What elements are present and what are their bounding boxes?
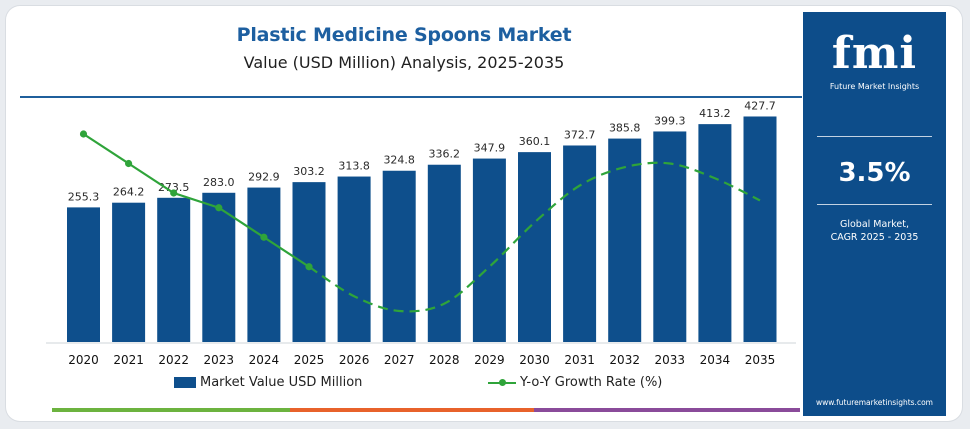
bar (608, 138, 642, 342)
header-divider (20, 96, 802, 98)
growth-point (305, 263, 313, 271)
bar-value-label: 273.5 (158, 181, 190, 194)
bar (247, 187, 281, 342)
bar-value-label: 324.8 (383, 154, 415, 167)
x-tick-label: 2021 (113, 353, 144, 367)
growth-point (215, 204, 223, 212)
chart-subtitle: Value (USD Million) Analysis, 2025-2035 (243, 53, 565, 72)
x-tick-label: 2034 (700, 353, 731, 367)
bar-value-label: 427.7 (744, 99, 776, 112)
bar-value-label: 347.9 (474, 142, 506, 155)
x-tick-label: 2022 (158, 353, 189, 367)
bar (427, 164, 461, 342)
bar-value-label: 264.2 (113, 186, 145, 199)
x-tick-label: 2025 (294, 353, 325, 367)
side-panel: fmi Future Market Insights 3.5% Global M… (803, 12, 946, 416)
x-tick-label: 2030 (519, 353, 550, 367)
side-divider-top (817, 136, 932, 137)
bar (518, 152, 551, 342)
bar (157, 197, 191, 342)
growth-line-solid (82, 133, 310, 268)
growth-point (125, 159, 133, 168)
website-link[interactable]: www.futuremarketinsights.com (816, 398, 933, 407)
bar (563, 145, 597, 342)
bar (472, 158, 506, 342)
cagr-value: 3.5% (838, 158, 911, 188)
bar (743, 116, 777, 343)
bar-value-label: 255.3 (68, 190, 100, 203)
bar-value-label: 399.3 (654, 114, 686, 127)
bar (112, 202, 146, 342)
x-tick-label: 2031 (564, 353, 595, 367)
x-tick-label: 2029 (474, 353, 505, 367)
bar-value-label: 372.7 (564, 128, 596, 141)
x-tick-label: 2027 (384, 353, 415, 367)
footer-stripe-orange (290, 408, 534, 412)
legend-bars-label: Market Value USD Million (200, 374, 363, 390)
bar-value-label: 360.1 (519, 135, 551, 148)
chart-title: Plastic Medicine Spoons Market (236, 24, 572, 46)
footer-stripe-purple (534, 408, 800, 412)
x-tick-label: 2032 (609, 353, 640, 367)
x-tick-label: 2023 (204, 353, 235, 367)
legend-line-swatch (488, 377, 516, 388)
x-tick-label: 2026 (339, 353, 370, 367)
legend-line: Y-o-Y Growth Rate (%) (488, 373, 662, 391)
bar-line-chart: 255.3 2020 264.2 2021 273.5 2022 283.0 2023 292.… (46, 99, 796, 367)
bar-value-label: 336.2 (429, 148, 461, 161)
bar-value-label: 292.9 (248, 171, 280, 184)
growth-point (170, 189, 178, 197)
cagr-label-line1: Global Market, (839, 219, 909, 230)
bar (382, 170, 416, 342)
x-tick-label: 2028 (429, 353, 460, 367)
footer-stripe-green (52, 408, 290, 412)
growth-point (260, 233, 268, 241)
bar (337, 176, 371, 342)
side-divider-bottom (817, 204, 932, 205)
bar-value-label: 313.8 (338, 160, 370, 173)
x-tick-label: 2024 (249, 353, 280, 367)
logo-subtitle: Future Market Insights (829, 82, 920, 91)
x-tick-label: 2020 (68, 353, 99, 367)
chart-card: Plastic Medicine Spoons Market Value (US… (6, 6, 962, 421)
bar (698, 124, 732, 342)
bar (67, 207, 100, 342)
bar (292, 182, 326, 342)
bar-value-label: 413.2 (699, 107, 731, 120)
growth-point (79, 130, 88, 138)
growth-line-dashed (308, 161, 761, 313)
fmi-logo: fmi (831, 28, 918, 79)
x-tick-label: 2035 (745, 353, 776, 367)
bar-value-label: 303.2 (293, 165, 325, 178)
bar-value-label: 385.8 (609, 122, 641, 135)
cagr-label-line2: CAGR 2025 - 2035 (830, 232, 919, 243)
legend-bars: Market Value USD Million (174, 373, 362, 391)
legend-line-label: Y-o-Y Growth Rate (%) (520, 374, 663, 390)
x-tick-label: 2033 (655, 353, 686, 367)
cagr-label: Global Market, CAGR 2025 - 2035 (803, 218, 946, 244)
bar-value-label: 283.0 (203, 176, 235, 189)
bar (202, 192, 236, 342)
legend-bar-swatch (174, 376, 196, 388)
